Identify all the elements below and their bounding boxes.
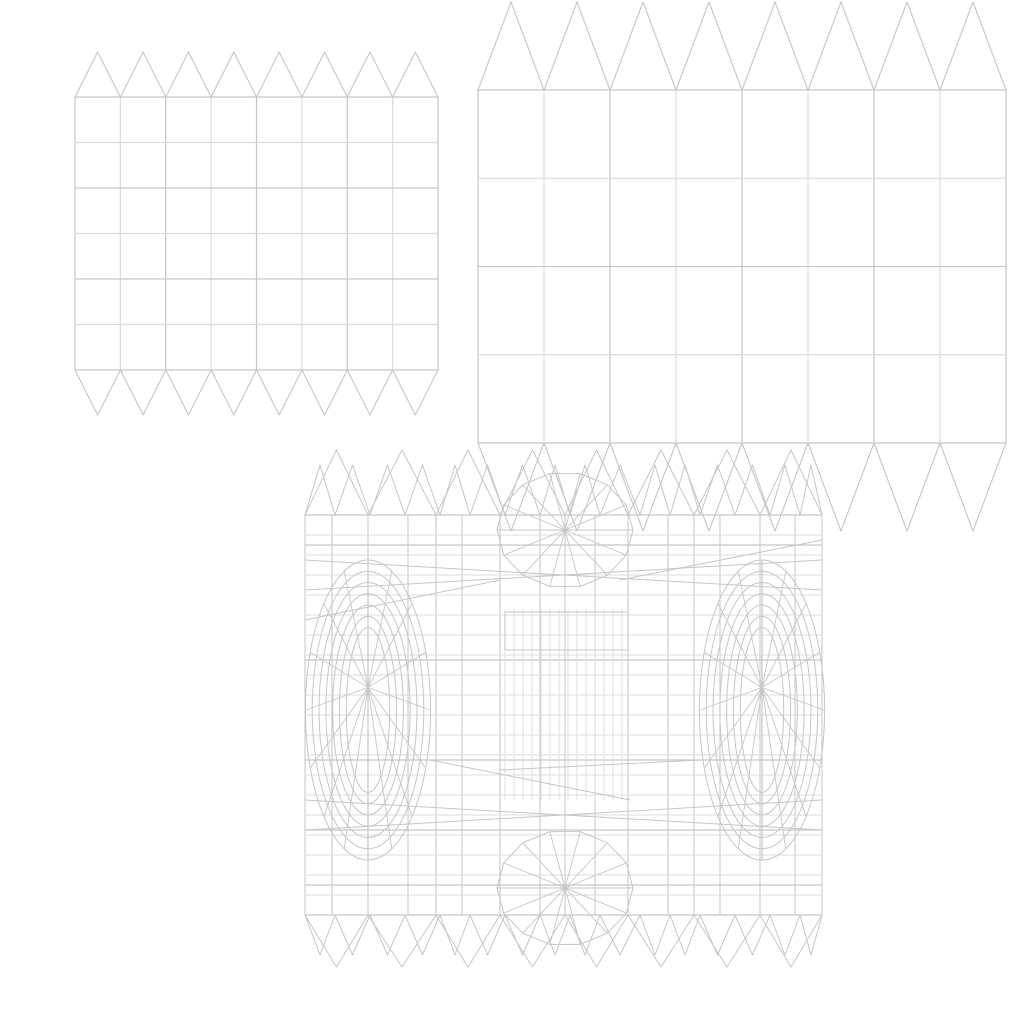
left-wheel-island-spoke: [310, 687, 369, 768]
top-hub-fan-spoke: [564, 529, 608, 576]
left-wheel-island-spoke: [367, 603, 413, 688]
right-wheel-island-spoke: [761, 687, 787, 850]
uv-island-complex-mesh: [304, 449, 826, 968]
top-hub-fan-spoke: [564, 473, 581, 531]
left-wheel-island-spoke: [367, 687, 393, 850]
complex-mesh-diagonal-seam: [304, 799, 823, 831]
complex-mesh-top-caps-secondary: [304, 464, 823, 516]
right-wheel-island-spoke: [737, 570, 763, 688]
left-wheel-island-spoke: [343, 570, 369, 688]
right-wheel-island-spoke: [761, 687, 825, 711]
bottom-hub-fan-spoke: [564, 887, 581, 945]
right-wheel-island-spoke: [704, 687, 763, 768]
complex-mesh-diagonal-seam: [499, 759, 701, 771]
complex-mesh-top-caps: [304, 449, 823, 516]
top-hub-fan-spoke: [522, 529, 566, 576]
uv-island-small-grid: [74, 51, 439, 416]
complex-mesh-diagonal-seam: [304, 559, 823, 591]
bottom-hub-fan-spoke: [564, 862, 627, 889]
complex-mesh-diagonal-seam: [304, 579, 501, 621]
left-wheel-island-spoke: [323, 603, 369, 688]
left-wheel-island-spoke: [367, 652, 426, 688]
left-wheel-island-spoke: [323, 687, 369, 817]
right-wheel-island-spoke: [717, 603, 763, 688]
bottom-hub-fan-rim: [496, 831, 634, 945]
top-hub-fan-spoke: [503, 529, 566, 556]
bottom-hub-fan-spoke: [549, 831, 566, 889]
complex-mesh-bottom-caps-secondary: [304, 914, 823, 956]
top-hub-fan-spoke: [522, 484, 566, 531]
large-grid-bottom-cap-triangles: [477, 442, 1007, 532]
right-wheel-island-spoke: [699, 687, 763, 711]
large-grid-top-cap-triangles: [477, 1, 1007, 91]
top-hub-fan-spoke: [549, 529, 566, 587]
right-wheel-island-spoke: [704, 652, 763, 688]
complex-mesh-diagonal-seam: [429, 759, 631, 801]
uv-island-large-grid: [477, 1, 1007, 532]
top-hub-fan-spoke: [564, 529, 581, 587]
left-wheel-island-spoke: [310, 652, 369, 688]
left-wheel-island-spoke: [367, 687, 431, 711]
top-hub-fan-spoke: [564, 484, 608, 531]
bottom-hub-fan-spoke: [564, 887, 627, 914]
left-wheel-island-spoke: [367, 687, 413, 817]
small-grid-bottom-cap-triangles: [74, 369, 439, 416]
center-block-outline: [504, 611, 629, 651]
bottom-hub-fan-spoke: [503, 887, 566, 914]
complex-mesh-diagonal-seam: [619, 539, 823, 581]
left-wheel-island-spoke: [305, 687, 369, 711]
complex-mesh-bottom-caps: [304, 914, 823, 968]
right-wheel-island-spoke: [761, 603, 807, 688]
top-hub-fan-spoke: [503, 504, 566, 531]
bottom-hub-fan-spoke: [564, 842, 608, 889]
small-grid-top-cap-triangles: [74, 51, 439, 98]
right-wheel-island-spoke: [761, 652, 820, 688]
top-hub-fan-rim: [496, 473, 634, 587]
bottom-hub-fan-spoke: [522, 842, 566, 889]
right-wheel-island-spoke: [761, 570, 787, 688]
right-wheel-island-spoke: [717, 687, 763, 817]
right-wheel-island-spoke: [737, 687, 763, 850]
bottom-hub-fan-spoke: [503, 862, 566, 889]
right-wheel-island-spoke: [761, 687, 820, 768]
top-hub-fan-spoke: [549, 473, 566, 531]
top-hub-fan-spoke: [564, 504, 627, 531]
bottom-hub-fan-spoke: [522, 887, 566, 934]
bottom-hub-fan-spoke: [549, 887, 566, 945]
right-wheel-island-spoke: [761, 687, 807, 817]
bottom-hub-fan-spoke: [564, 831, 581, 889]
left-wheel-island-spoke: [367, 687, 426, 768]
left-wheel-island-spoke: [367, 570, 393, 688]
top-hub-fan-spoke: [564, 529, 627, 556]
left-wheel-island-spoke: [343, 687, 369, 850]
bottom-hub-fan-spoke: [564, 887, 608, 934]
